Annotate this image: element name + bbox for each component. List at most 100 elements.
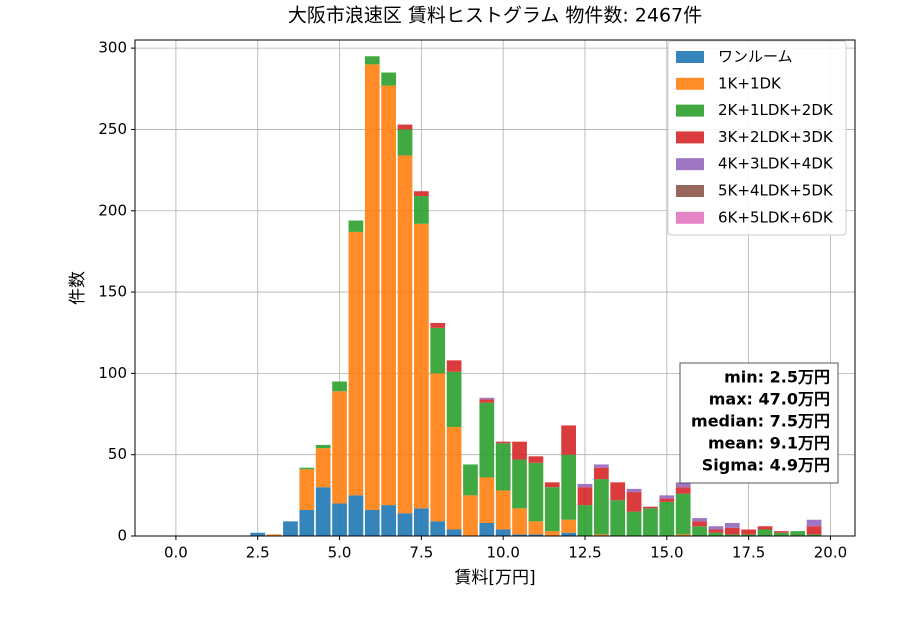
bar-segment xyxy=(479,477,495,523)
bar-segment xyxy=(299,467,315,470)
y-tick-label: 0 xyxy=(117,527,127,545)
bar-segment xyxy=(495,529,511,536)
bar-segment xyxy=(757,529,773,536)
bar-segment xyxy=(414,191,429,197)
bar-segment xyxy=(577,505,593,536)
bar-segment xyxy=(495,443,511,491)
y-tick-label: 250 xyxy=(98,120,127,138)
bar-segment xyxy=(806,519,822,527)
legend-swatch xyxy=(676,211,704,224)
chart-title: 大阪市浪速区 賃料ヒストグラム 物件数: 2467件 xyxy=(288,5,702,27)
bar-segment xyxy=(528,534,544,536)
bar-segment xyxy=(544,531,560,536)
plot-frame xyxy=(134,39,856,537)
legend-label: 4K+3LDK+4DK xyxy=(718,155,834,173)
legend-swatch xyxy=(676,131,704,144)
bar-segment xyxy=(626,511,642,536)
x-tick-label: 10.0 xyxy=(486,544,519,562)
bar-segment xyxy=(430,322,446,328)
bar-segment xyxy=(757,526,773,530)
bar-segment xyxy=(806,526,822,535)
bar-segment xyxy=(299,469,315,510)
stats-text: min: 2.5万円 xyxy=(724,368,830,387)
bar-segment xyxy=(774,532,789,536)
bar-segment xyxy=(479,522,495,536)
bar-segment xyxy=(790,531,806,536)
legend-label: 1K+1DK xyxy=(718,74,782,92)
bar-segment xyxy=(626,492,642,512)
bar-segment xyxy=(495,490,511,530)
bar-segment xyxy=(675,482,691,488)
bar-segment xyxy=(381,85,396,506)
bar-segment xyxy=(561,425,576,455)
bar-segment xyxy=(708,526,724,530)
bar-segment xyxy=(463,464,478,496)
bar-segment xyxy=(348,231,364,496)
bar-segment xyxy=(659,498,675,502)
bar-segment xyxy=(463,495,478,536)
bar-segment xyxy=(397,129,413,156)
bar-segment xyxy=(692,521,707,527)
bar-segment xyxy=(446,371,462,428)
bar-segment xyxy=(692,526,707,536)
bar-segment xyxy=(397,513,413,536)
bar-segment xyxy=(528,462,544,522)
bar-segment xyxy=(512,459,527,509)
bar-segment xyxy=(724,534,740,536)
bar-segment xyxy=(544,482,560,488)
x-tick-label: 0.0 xyxy=(164,544,188,562)
stats-text: mean: 9.1万円 xyxy=(708,434,830,453)
bar-segment xyxy=(741,529,756,535)
bar-segment xyxy=(643,508,658,536)
bar-segment xyxy=(594,467,609,480)
bar-segment xyxy=(561,454,576,520)
stats-text: Sigma: 4.9万円 xyxy=(702,456,830,475)
bar-segment xyxy=(446,427,462,530)
bar-segment xyxy=(659,501,675,536)
bar-segment xyxy=(332,391,347,504)
bar-segment xyxy=(806,534,822,536)
x-tick-label: 20.0 xyxy=(814,544,847,562)
bar-segment xyxy=(512,441,527,460)
y-axis-label: 件数 xyxy=(68,271,88,305)
bar-segment xyxy=(381,505,396,536)
legend-swatch xyxy=(676,158,704,171)
x-axis-label: 賃料[万円] xyxy=(454,568,535,588)
y-tick-label: 200 xyxy=(98,201,127,219)
bar-segment xyxy=(364,56,380,65)
bar-segment xyxy=(315,448,331,488)
legend-label: 2K+1LDK+2DK xyxy=(718,101,834,119)
bar-segment xyxy=(479,399,495,403)
bar-segment xyxy=(528,521,544,535)
bar-segment xyxy=(495,441,511,444)
bar-segment xyxy=(299,509,315,536)
x-tick-label: 7.5 xyxy=(409,544,433,562)
bar-segment xyxy=(397,124,413,130)
bar-segment xyxy=(512,508,527,535)
bar-segment xyxy=(414,196,429,224)
legend-swatch xyxy=(676,104,704,117)
bar-segment xyxy=(479,402,495,478)
bar-segment xyxy=(348,495,364,536)
bar-segment xyxy=(626,488,642,493)
legend-label: 3K+2LDK+3DK xyxy=(718,128,834,146)
legend-swatch xyxy=(676,51,704,63)
bar-segment xyxy=(708,532,724,536)
bar-segment xyxy=(561,532,576,536)
y-tick-label: 150 xyxy=(98,283,127,301)
bar-segment xyxy=(315,444,331,449)
bar-segment xyxy=(675,493,691,535)
legend-box xyxy=(667,40,847,236)
bar-segment xyxy=(724,522,740,528)
bar-segment xyxy=(594,464,609,468)
bar-segment xyxy=(724,527,740,535)
bar-segment xyxy=(266,534,282,536)
bar-segment xyxy=(708,529,724,533)
legend-swatch xyxy=(676,185,704,197)
y-tick-label: 100 xyxy=(98,364,127,382)
bar-segment xyxy=(643,506,658,509)
x-tick-label: 17.5 xyxy=(732,544,765,562)
bar-segment xyxy=(430,373,446,522)
bar-segment xyxy=(364,64,380,510)
